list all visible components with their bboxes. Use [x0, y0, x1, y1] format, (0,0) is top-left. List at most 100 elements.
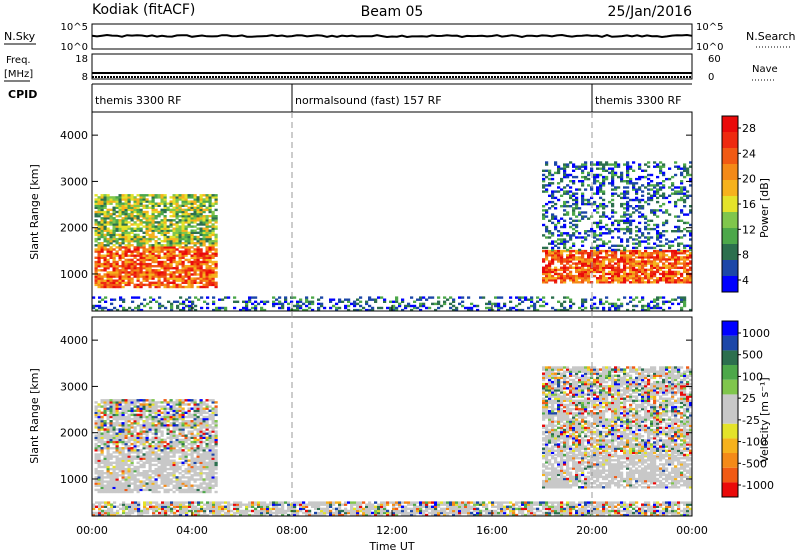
data-cell — [209, 399, 212, 401]
data-cell — [542, 296, 545, 298]
data-cell — [656, 184, 659, 186]
data-cell — [365, 303, 368, 305]
data-cell — [428, 296, 431, 298]
data-cell — [443, 301, 446, 303]
data-cell — [119, 462, 122, 464]
data-cell — [125, 240, 128, 242]
data-cell — [179, 410, 182, 412]
data-cell — [545, 269, 548, 271]
data-cell — [425, 299, 428, 301]
data-cell — [617, 222, 620, 224]
data-cell — [113, 455, 116, 457]
data-cell — [656, 245, 659, 247]
data-cell — [341, 301, 344, 303]
data-cell — [668, 269, 671, 271]
data-cell — [140, 211, 143, 213]
data-cell — [134, 474, 137, 476]
data-cell — [644, 201, 647, 203]
data-cell — [191, 238, 194, 240]
data-cell — [125, 248, 128, 250]
data-cell — [176, 401, 179, 403]
data-cell — [170, 430, 173, 432]
data-cell — [653, 250, 656, 252]
data-cell — [119, 296, 122, 298]
data-cell — [131, 468, 134, 470]
data-cell — [209, 269, 212, 271]
data-cell — [551, 275, 554, 277]
data-cell — [143, 414, 146, 416]
data-cell — [587, 267, 590, 269]
data-cell — [644, 170, 647, 172]
data-cell — [131, 426, 134, 428]
data-cell — [152, 480, 155, 482]
data-cell — [131, 439, 134, 441]
data-cell — [599, 163, 602, 165]
data-cell — [197, 418, 200, 420]
data-cell — [638, 176, 641, 178]
data-cell — [641, 232, 644, 234]
data-cell — [254, 305, 257, 307]
data-cell — [626, 262, 629, 264]
data-cell — [140, 196, 143, 198]
data-cell — [641, 269, 644, 271]
data-cell — [209, 232, 212, 234]
data-cell — [203, 273, 206, 275]
data-cell — [134, 236, 137, 238]
data-cell — [158, 491, 161, 493]
data-cell — [173, 474, 176, 476]
data-cell — [323, 307, 326, 309]
data-cell — [155, 418, 158, 420]
data-cell — [632, 265, 635, 267]
data-cell — [128, 246, 131, 248]
data-cell — [509, 307, 512, 309]
data-cell — [176, 435, 179, 437]
data-cell — [155, 284, 158, 286]
data-cell — [620, 228, 623, 230]
data-cell — [134, 401, 137, 403]
data-cell — [212, 253, 215, 255]
data-cell — [110, 223, 113, 225]
data-cell — [656, 201, 659, 203]
data-cell — [197, 478, 200, 480]
data-cell — [206, 286, 209, 288]
data-cell — [182, 430, 185, 432]
data-cell — [173, 250, 176, 252]
data-cell — [188, 280, 191, 282]
data-cell — [644, 163, 647, 165]
data-cell — [557, 186, 560, 188]
data-cell — [665, 254, 668, 256]
data-cell — [650, 277, 653, 279]
data-cell — [395, 296, 398, 298]
data-cell — [107, 209, 110, 211]
data-cell — [212, 280, 215, 282]
data-cell — [137, 248, 140, 250]
data-cell — [107, 238, 110, 240]
data-cell — [497, 305, 500, 307]
data-cell — [110, 474, 113, 476]
data-cell — [161, 476, 164, 478]
data-cell — [620, 275, 623, 277]
data-cell — [638, 205, 641, 207]
data-cell — [158, 449, 161, 451]
data-cell — [653, 209, 656, 211]
data-cell — [203, 480, 206, 482]
data-cell — [119, 453, 122, 455]
data-cell — [146, 428, 149, 430]
data-cell — [635, 275, 638, 277]
data-cell — [530, 301, 533, 303]
data-cell — [170, 408, 173, 410]
data-cell — [140, 240, 143, 242]
data-cell — [116, 416, 119, 418]
data-cell — [185, 236, 188, 238]
data-cell — [632, 199, 635, 201]
data-cell — [176, 228, 179, 230]
data-cell — [143, 221, 146, 223]
data-cell — [608, 230, 611, 232]
data-cell — [122, 482, 125, 484]
data-cell — [113, 466, 116, 468]
data-cell — [650, 281, 653, 283]
data-cell — [185, 468, 188, 470]
data-cell — [683, 166, 686, 168]
data-cell — [560, 275, 563, 277]
data-cell — [95, 480, 98, 482]
